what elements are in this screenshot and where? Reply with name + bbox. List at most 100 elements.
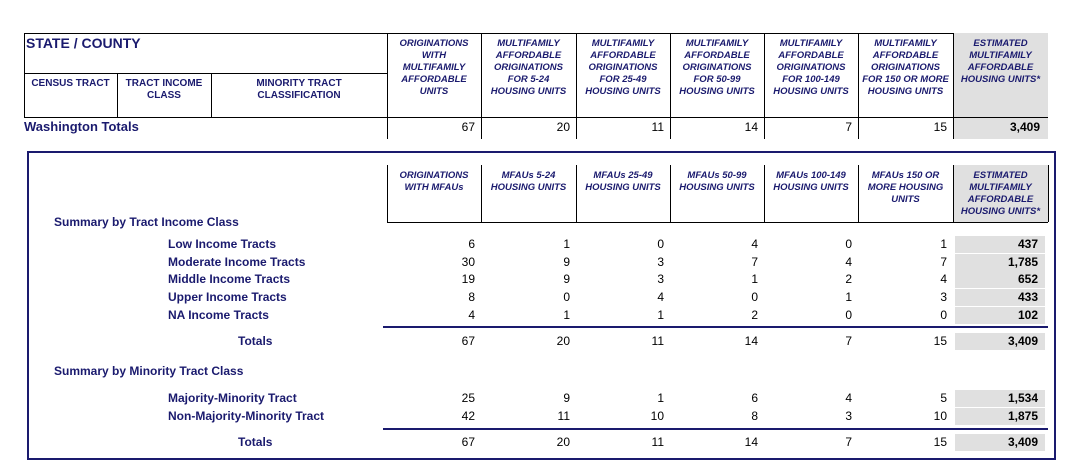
column-header: ESTIMATED MULTIFAMILY AFFORDABLE HOUSING…	[960, 38, 1041, 85]
cell-value: 433	[1017, 290, 1038, 304]
cell-value: 8	[468, 290, 475, 304]
totals-value: 7	[845, 334, 852, 348]
totals-value: 11	[651, 334, 664, 348]
cell-value: 8	[751, 409, 758, 423]
rule	[117, 73, 118, 117]
column-header: MFAUs 100-149 HOUSING UNITS	[773, 170, 849, 193]
column-header: MULTIFAMILY AFFORDABLE ORIGINATIONS FOR …	[490, 38, 567, 97]
column-header: MFAUs 5-24 HOUSING UNITS	[490, 170, 567, 193]
rule	[953, 165, 954, 222]
cell-value: 4	[845, 391, 852, 405]
shaded-column	[953, 33, 1048, 139]
totals-value: 7	[845, 435, 852, 449]
cell-value: 7	[751, 255, 758, 269]
summary-box	[27, 151, 1056, 460]
totals-label: Totals	[238, 435, 273, 449]
cell-value: 0	[845, 308, 852, 322]
cell-value: 1	[940, 237, 947, 251]
rule	[576, 33, 577, 139]
rule	[24, 33, 953, 34]
cell-value: 11	[557, 409, 570, 423]
cell-value: 42	[461, 409, 475, 423]
totals-value: 11	[651, 435, 664, 449]
cell-value: 0	[751, 290, 758, 304]
cell-value: 4	[940, 272, 947, 286]
row-label: NA Income Tracts	[168, 308, 269, 322]
left-header: TRACT INCOME CLASS	[125, 78, 203, 101]
totals-value: 67	[461, 435, 475, 449]
rule	[387, 165, 388, 222]
cell-value: 1	[563, 308, 570, 322]
cell-value: 652	[1017, 272, 1038, 286]
cell-value: 4	[657, 290, 664, 304]
row-label: Non-Majority-Minority Tract	[168, 409, 325, 423]
rule	[858, 33, 859, 139]
totals-value: 15	[933, 435, 947, 449]
column-header: MFAUs 50-99 HOUSING UNITS	[679, 170, 755, 193]
row-label: Majority-Minority Tract	[168, 391, 297, 405]
rule	[670, 33, 671, 139]
cell-value: 1	[657, 391, 664, 405]
cell-value: 9	[563, 391, 570, 405]
column-header: ESTIMATED MULTIFAMILY AFFORDABLE HOUSING…	[960, 170, 1041, 217]
shaded-cell	[955, 333, 1045, 350]
cell-value: 4	[845, 255, 852, 269]
column-header: MULTIFAMILY AFFORDABLE ORIGINATIONS FOR …	[679, 38, 755, 97]
column-header: ORIGINATIONS WITH MFAUs	[399, 170, 469, 193]
cell-value: 30	[461, 255, 475, 269]
cell-value: 102	[1017, 308, 1038, 322]
rule	[1048, 165, 1049, 222]
row-label: Low Income Tracts	[168, 237, 277, 251]
cell-value: 1	[845, 290, 852, 304]
shaded-header	[953, 165, 1048, 222]
totals-label: Totals	[238, 334, 273, 348]
rule	[211, 73, 212, 117]
rule	[24, 73, 387, 74]
cell-value: 9	[563, 272, 570, 286]
rule	[764, 165, 765, 222]
shaded-cell	[955, 254, 1045, 271]
cell-value: 10	[650, 409, 664, 423]
cell-value: 5	[940, 391, 947, 405]
cell-value: 2	[845, 272, 852, 286]
totals-value: 14	[744, 334, 758, 348]
cell-value: 1	[751, 272, 758, 286]
shaded-cell	[955, 289, 1045, 306]
shaded-cell	[955, 236, 1045, 253]
rule	[387, 222, 1048, 223]
cell-value: 4	[751, 237, 758, 251]
rule	[383, 326, 1048, 328]
cell-value: 2	[751, 308, 758, 322]
shaded-cell	[955, 307, 1045, 324]
cell-value: 4	[468, 308, 475, 322]
cell-value: 1,534	[1007, 391, 1038, 405]
totals-value: 3,409	[1007, 334, 1038, 348]
rule	[858, 165, 859, 222]
totals-value: 20	[556, 334, 570, 348]
cell-value: 3	[845, 409, 852, 423]
column-header: MFAUs 150 OR MORE HOUSING UNITS	[867, 170, 944, 205]
rule	[576, 165, 577, 222]
cell-value: 6	[751, 391, 758, 405]
shaded-cell	[955, 434, 1045, 451]
rule	[387, 33, 388, 139]
shaded-cell	[955, 408, 1045, 425]
totals-value: 14	[744, 435, 758, 449]
totals-label: Washington Totals	[24, 119, 139, 134]
column-header: MFAUs 25-49 HOUSING UNITS	[585, 170, 661, 193]
rule	[383, 428, 1048, 430]
cell-value: 9	[563, 255, 570, 269]
cell-value: 1	[563, 237, 570, 251]
left-header: MINORITY TRACT CLASSIFICATION	[256, 78, 342, 101]
rule	[481, 33, 482, 139]
cell-value: 6	[468, 237, 475, 251]
column-header: MULTIFAMILY AFFORDABLE ORIGINATIONS FOR …	[585, 38, 661, 97]
cell-value: 1,875	[1007, 409, 1038, 423]
cell-value: 0	[563, 290, 570, 304]
cell-value: 19	[461, 272, 475, 286]
cell-value: 437	[1017, 237, 1038, 251]
column-header: MULTIFAMILY AFFORDABLE ORIGINATIONS FOR …	[773, 38, 849, 97]
row-label: Moderate Income Tracts	[168, 255, 306, 269]
row-label: Middle Income Tracts	[168, 272, 291, 286]
